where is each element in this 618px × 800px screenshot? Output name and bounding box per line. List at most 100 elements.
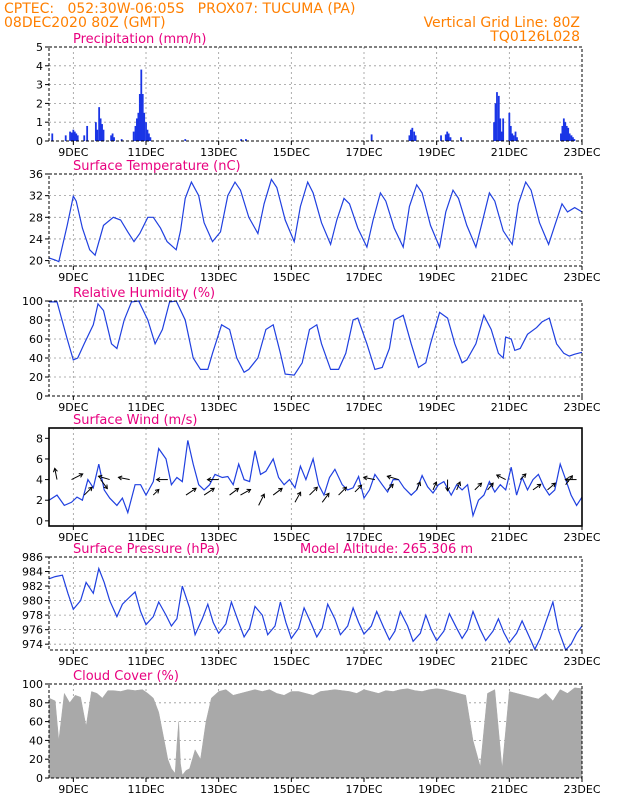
precip-bar bbox=[570, 135, 573, 141]
precip-bar bbox=[98, 107, 101, 141]
precip-bar bbox=[110, 135, 113, 141]
temp-ytick-label: 28 bbox=[29, 211, 43, 224]
wind-xtick-label: 23DEC bbox=[563, 531, 600, 544]
precip-bar bbox=[514, 131, 517, 141]
pres-xtick-label: 17DEC bbox=[345, 655, 382, 668]
precip-bar bbox=[564, 122, 567, 141]
cloud-xtick-label: 23DEC bbox=[563, 783, 600, 796]
cloud-xtick-label: 17DEC bbox=[345, 783, 382, 796]
wind-ytick-label: 2 bbox=[36, 494, 43, 507]
cloud-xtick-label: 21DEC bbox=[491, 783, 528, 796]
wind-frame bbox=[48, 427, 583, 527]
wind-xtick-label: 11DEC bbox=[127, 531, 164, 544]
pres-ytick-label: 982 bbox=[22, 580, 43, 593]
precip-bar bbox=[70, 132, 73, 141]
rh-xtick-label: 13DEC bbox=[200, 401, 237, 414]
cloud-frame bbox=[48, 683, 583, 779]
precip-bar bbox=[440, 135, 442, 141]
wind-vector bbox=[487, 482, 494, 491]
cloud-ytick-label: 60 bbox=[29, 716, 43, 729]
wind-vector-head bbox=[489, 482, 494, 488]
precip-bar bbox=[96, 129, 99, 141]
pres-xtick-label: 21DEC bbox=[491, 655, 528, 668]
wind-vector bbox=[565, 475, 573, 486]
rh-series-line bbox=[49, 300, 583, 376]
temp-xtick-label: 23DEC bbox=[563, 271, 600, 284]
wind-xtick-label: 15DEC bbox=[273, 531, 310, 544]
wind-vector bbox=[416, 481, 421, 491]
precip-bar bbox=[143, 112, 146, 141]
precip-bar bbox=[444, 134, 447, 141]
precip-bar bbox=[460, 137, 462, 141]
precip-bar bbox=[76, 135, 79, 141]
pres-xtick-label: 9DEC bbox=[58, 655, 88, 668]
wind-vector bbox=[240, 489, 251, 496]
wind-vector bbox=[532, 483, 542, 491]
temp-xtick-label: 17DEC bbox=[345, 271, 382, 284]
wind-ytick-label: 8 bbox=[36, 432, 43, 445]
precip-ytick-label: 5 bbox=[36, 41, 43, 54]
precip-bar bbox=[137, 112, 140, 141]
wind-vector bbox=[387, 475, 399, 481]
cloud-ytick-label: 100 bbox=[22, 678, 43, 691]
wind-vector-head bbox=[278, 487, 283, 493]
precip-bar bbox=[149, 137, 152, 141]
wind-vector-head bbox=[103, 484, 108, 490]
rh-ytick-label: 40 bbox=[29, 352, 43, 365]
precip-bar bbox=[184, 139, 187, 141]
pres-ytick-label: 980 bbox=[22, 595, 43, 608]
precip-bar bbox=[99, 118, 102, 141]
wind-xtick-label: 9DEC bbox=[58, 531, 88, 544]
precip-bar bbox=[141, 94, 144, 141]
wind-vector bbox=[321, 493, 330, 503]
precip-bar bbox=[111, 133, 114, 141]
precip-bar bbox=[496, 92, 498, 141]
temp-xtick-label: 15DEC bbox=[273, 271, 310, 284]
precip-bar bbox=[494, 103, 497, 141]
precip-bar bbox=[414, 135, 417, 141]
rh-xtick-label: 9DEC bbox=[58, 401, 88, 414]
cloud-ytick-label: 40 bbox=[29, 734, 43, 747]
wind-vector bbox=[100, 479, 108, 489]
wind-vector bbox=[338, 486, 347, 496]
wind-vector bbox=[294, 491, 302, 503]
wind-vector bbox=[54, 468, 58, 480]
precip-xtick-label: 17DEC bbox=[345, 146, 382, 159]
temp-ytick-label: 24 bbox=[29, 233, 43, 246]
wind-vector bbox=[496, 474, 506, 481]
wind-vector-head bbox=[568, 475, 573, 480]
wind-vector bbox=[185, 487, 197, 496]
wind-vector-head bbox=[362, 475, 368, 481]
precip-bar bbox=[75, 133, 78, 141]
pres-xtick-label: 19DEC bbox=[418, 655, 455, 668]
pres-xtick-label: 23DEC bbox=[563, 655, 600, 668]
wind-vector bbox=[474, 482, 482, 491]
wind-vector-head bbox=[342, 486, 348, 492]
wind-vector-head bbox=[477, 482, 483, 488]
wind-vector-head bbox=[357, 484, 363, 490]
temp-xtick-label: 13DEC bbox=[200, 271, 237, 284]
precip-bar bbox=[140, 69, 143, 141]
precip-bar bbox=[132, 131, 135, 141]
wind-vector-head bbox=[97, 474, 103, 480]
precip-bar bbox=[562, 118, 565, 141]
cloud-ytick-label: 20 bbox=[29, 753, 43, 766]
precip-bar bbox=[573, 139, 576, 141]
wind-vector bbox=[229, 487, 239, 496]
precip-bar bbox=[561, 125, 564, 141]
precip-bar bbox=[512, 135, 515, 141]
wind-vector-head bbox=[495, 474, 501, 479]
rh-xtick-label: 15DEC bbox=[273, 401, 310, 414]
wind-vector-head bbox=[416, 481, 422, 487]
pres-xtick-label: 11DEC bbox=[127, 655, 164, 668]
wind-vector-head bbox=[325, 492, 330, 498]
wind-vector-head bbox=[206, 477, 212, 483]
precip-bar bbox=[145, 122, 147, 141]
wind-vector bbox=[152, 489, 160, 496]
temp-frame bbox=[48, 173, 583, 267]
rh-ytick-label: 80 bbox=[29, 314, 43, 327]
cloud-ytick-label: 0 bbox=[36, 772, 43, 785]
cloud-area bbox=[48, 687, 583, 779]
wind-vector-head bbox=[154, 488, 160, 494]
wind-vector bbox=[83, 486, 93, 496]
